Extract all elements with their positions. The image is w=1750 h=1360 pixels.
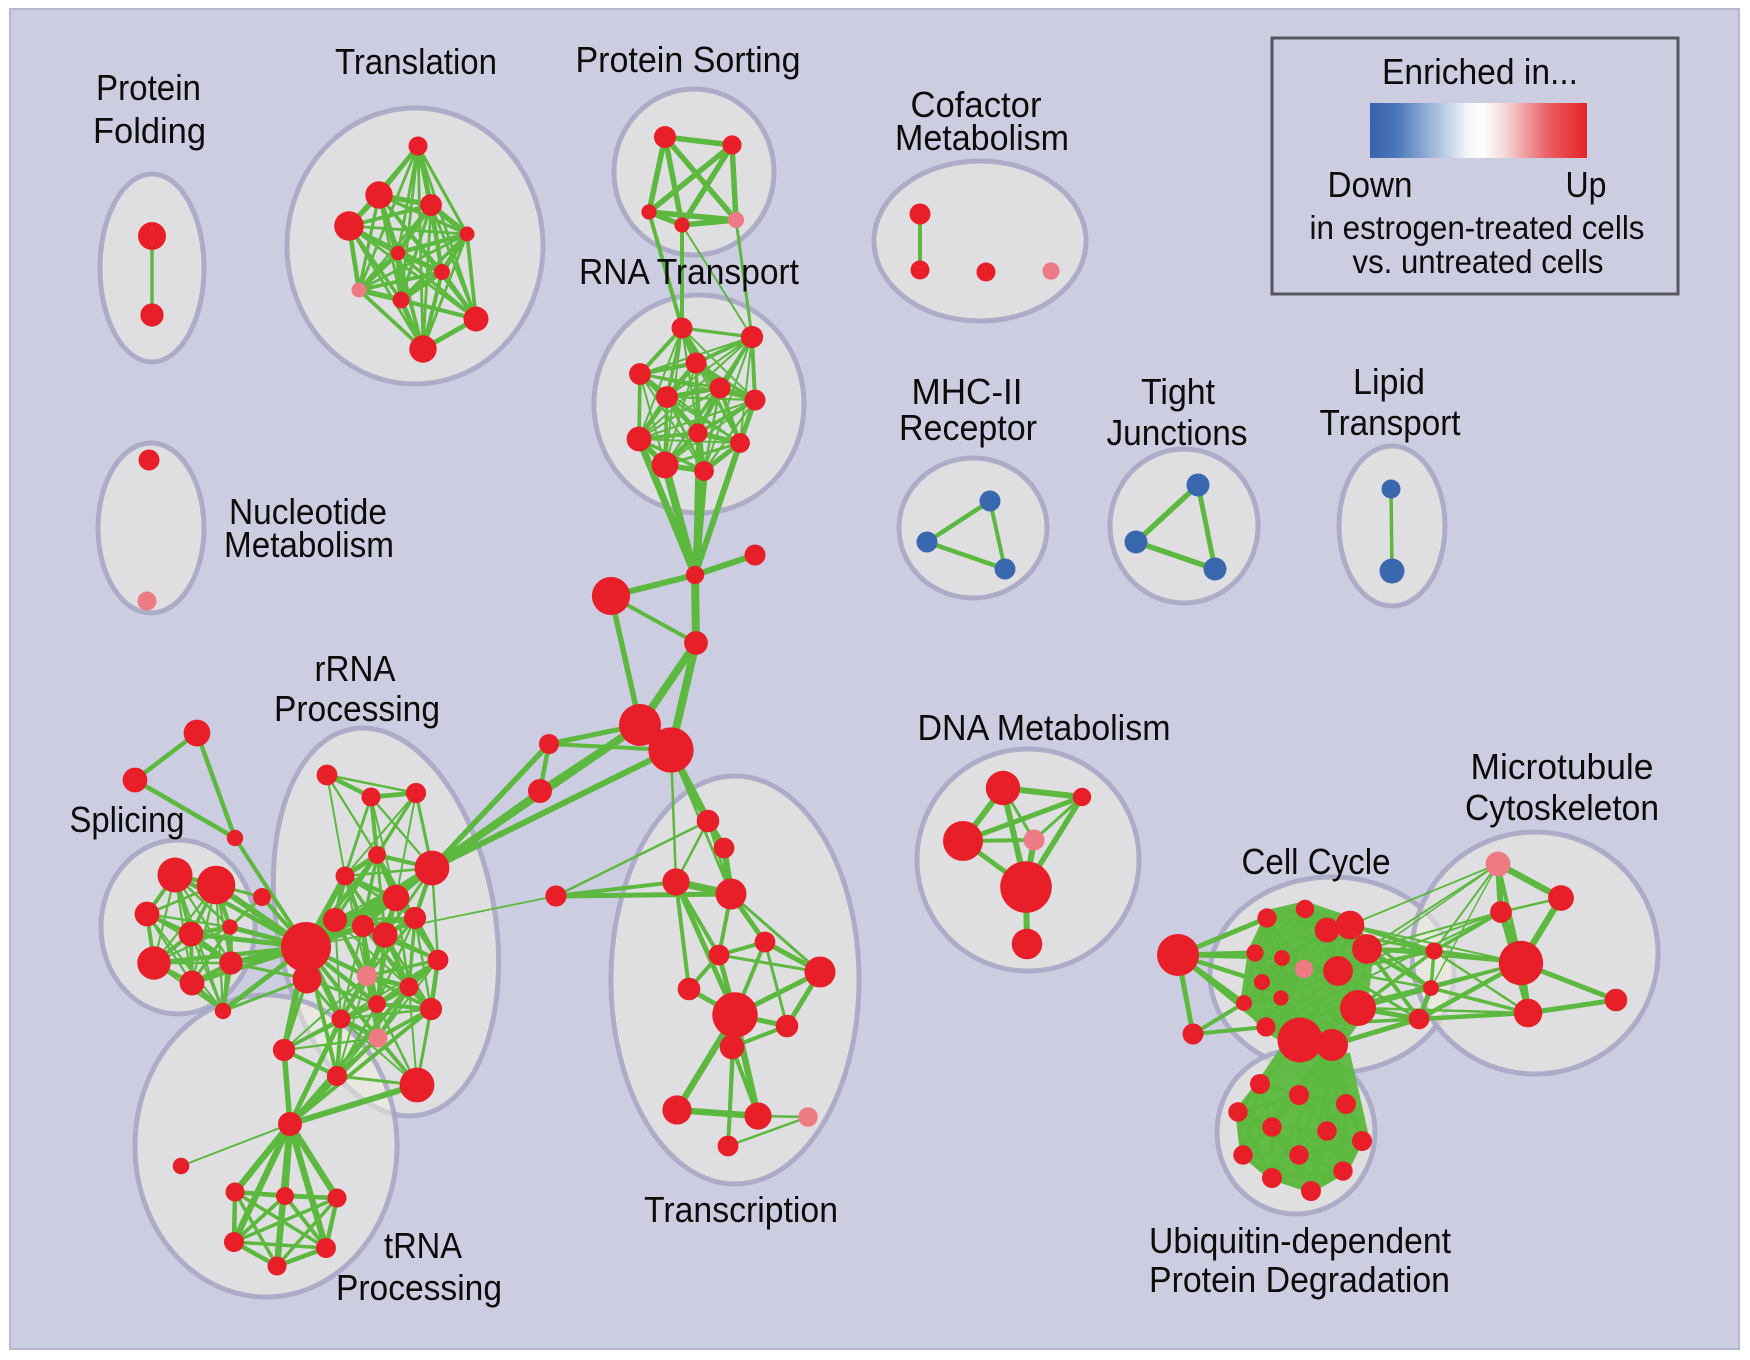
svg-text:Splicing: Splicing bbox=[70, 799, 185, 840]
svg-text:rRNA: rRNA bbox=[315, 648, 396, 689]
svg-text:Cofactor: Cofactor bbox=[911, 84, 1042, 125]
svg-text:Tight: Tight bbox=[1141, 371, 1215, 412]
svg-text:vs. untreated cells: vs. untreated cells bbox=[1353, 243, 1604, 280]
svg-text:Processing: Processing bbox=[274, 688, 440, 729]
svg-text:Junctions: Junctions bbox=[1107, 412, 1248, 453]
svg-text:in estrogen-treated cells: in estrogen-treated cells bbox=[1310, 209, 1645, 246]
svg-text:Receptor: Receptor bbox=[899, 407, 1037, 448]
svg-text:Metabolism: Metabolism bbox=[224, 524, 394, 565]
svg-text:Protein Degradation: Protein Degradation bbox=[1149, 1259, 1450, 1300]
svg-text:Transcription: Transcription bbox=[644, 1189, 838, 1230]
svg-text:Up: Up bbox=[1566, 164, 1607, 205]
svg-text:Processing: Processing bbox=[336, 1267, 502, 1308]
svg-text:Microtubule: Microtubule bbox=[1471, 746, 1654, 787]
svg-text:Cell Cycle: Cell Cycle bbox=[1242, 841, 1391, 882]
svg-text:Protein: Protein bbox=[96, 67, 201, 108]
svg-text:Nucleotide: Nucleotide bbox=[229, 491, 387, 532]
svg-text:Metabolism: Metabolism bbox=[895, 117, 1069, 158]
svg-text:Transport: Transport bbox=[1320, 402, 1461, 443]
svg-text:Translation: Translation bbox=[335, 41, 497, 82]
svg-text:Cytoskeleton: Cytoskeleton bbox=[1465, 787, 1659, 828]
svg-text:Ubiquitin-dependent: Ubiquitin-dependent bbox=[1149, 1220, 1451, 1261]
svg-text:Protein Sorting: Protein Sorting bbox=[576, 39, 801, 80]
svg-text:Down: Down bbox=[1328, 164, 1413, 205]
svg-text:Lipid: Lipid bbox=[1353, 361, 1425, 402]
svg-text:Enriched in...: Enriched in... bbox=[1382, 51, 1578, 92]
svg-text:DNA Metabolism: DNA Metabolism bbox=[918, 707, 1171, 748]
svg-text:Folding: Folding bbox=[93, 110, 206, 151]
svg-text:MHC-II: MHC-II bbox=[912, 371, 1023, 412]
svg-text:RNA Transport: RNA Transport bbox=[579, 251, 799, 292]
svg-text:tRNA: tRNA bbox=[384, 1225, 462, 1266]
